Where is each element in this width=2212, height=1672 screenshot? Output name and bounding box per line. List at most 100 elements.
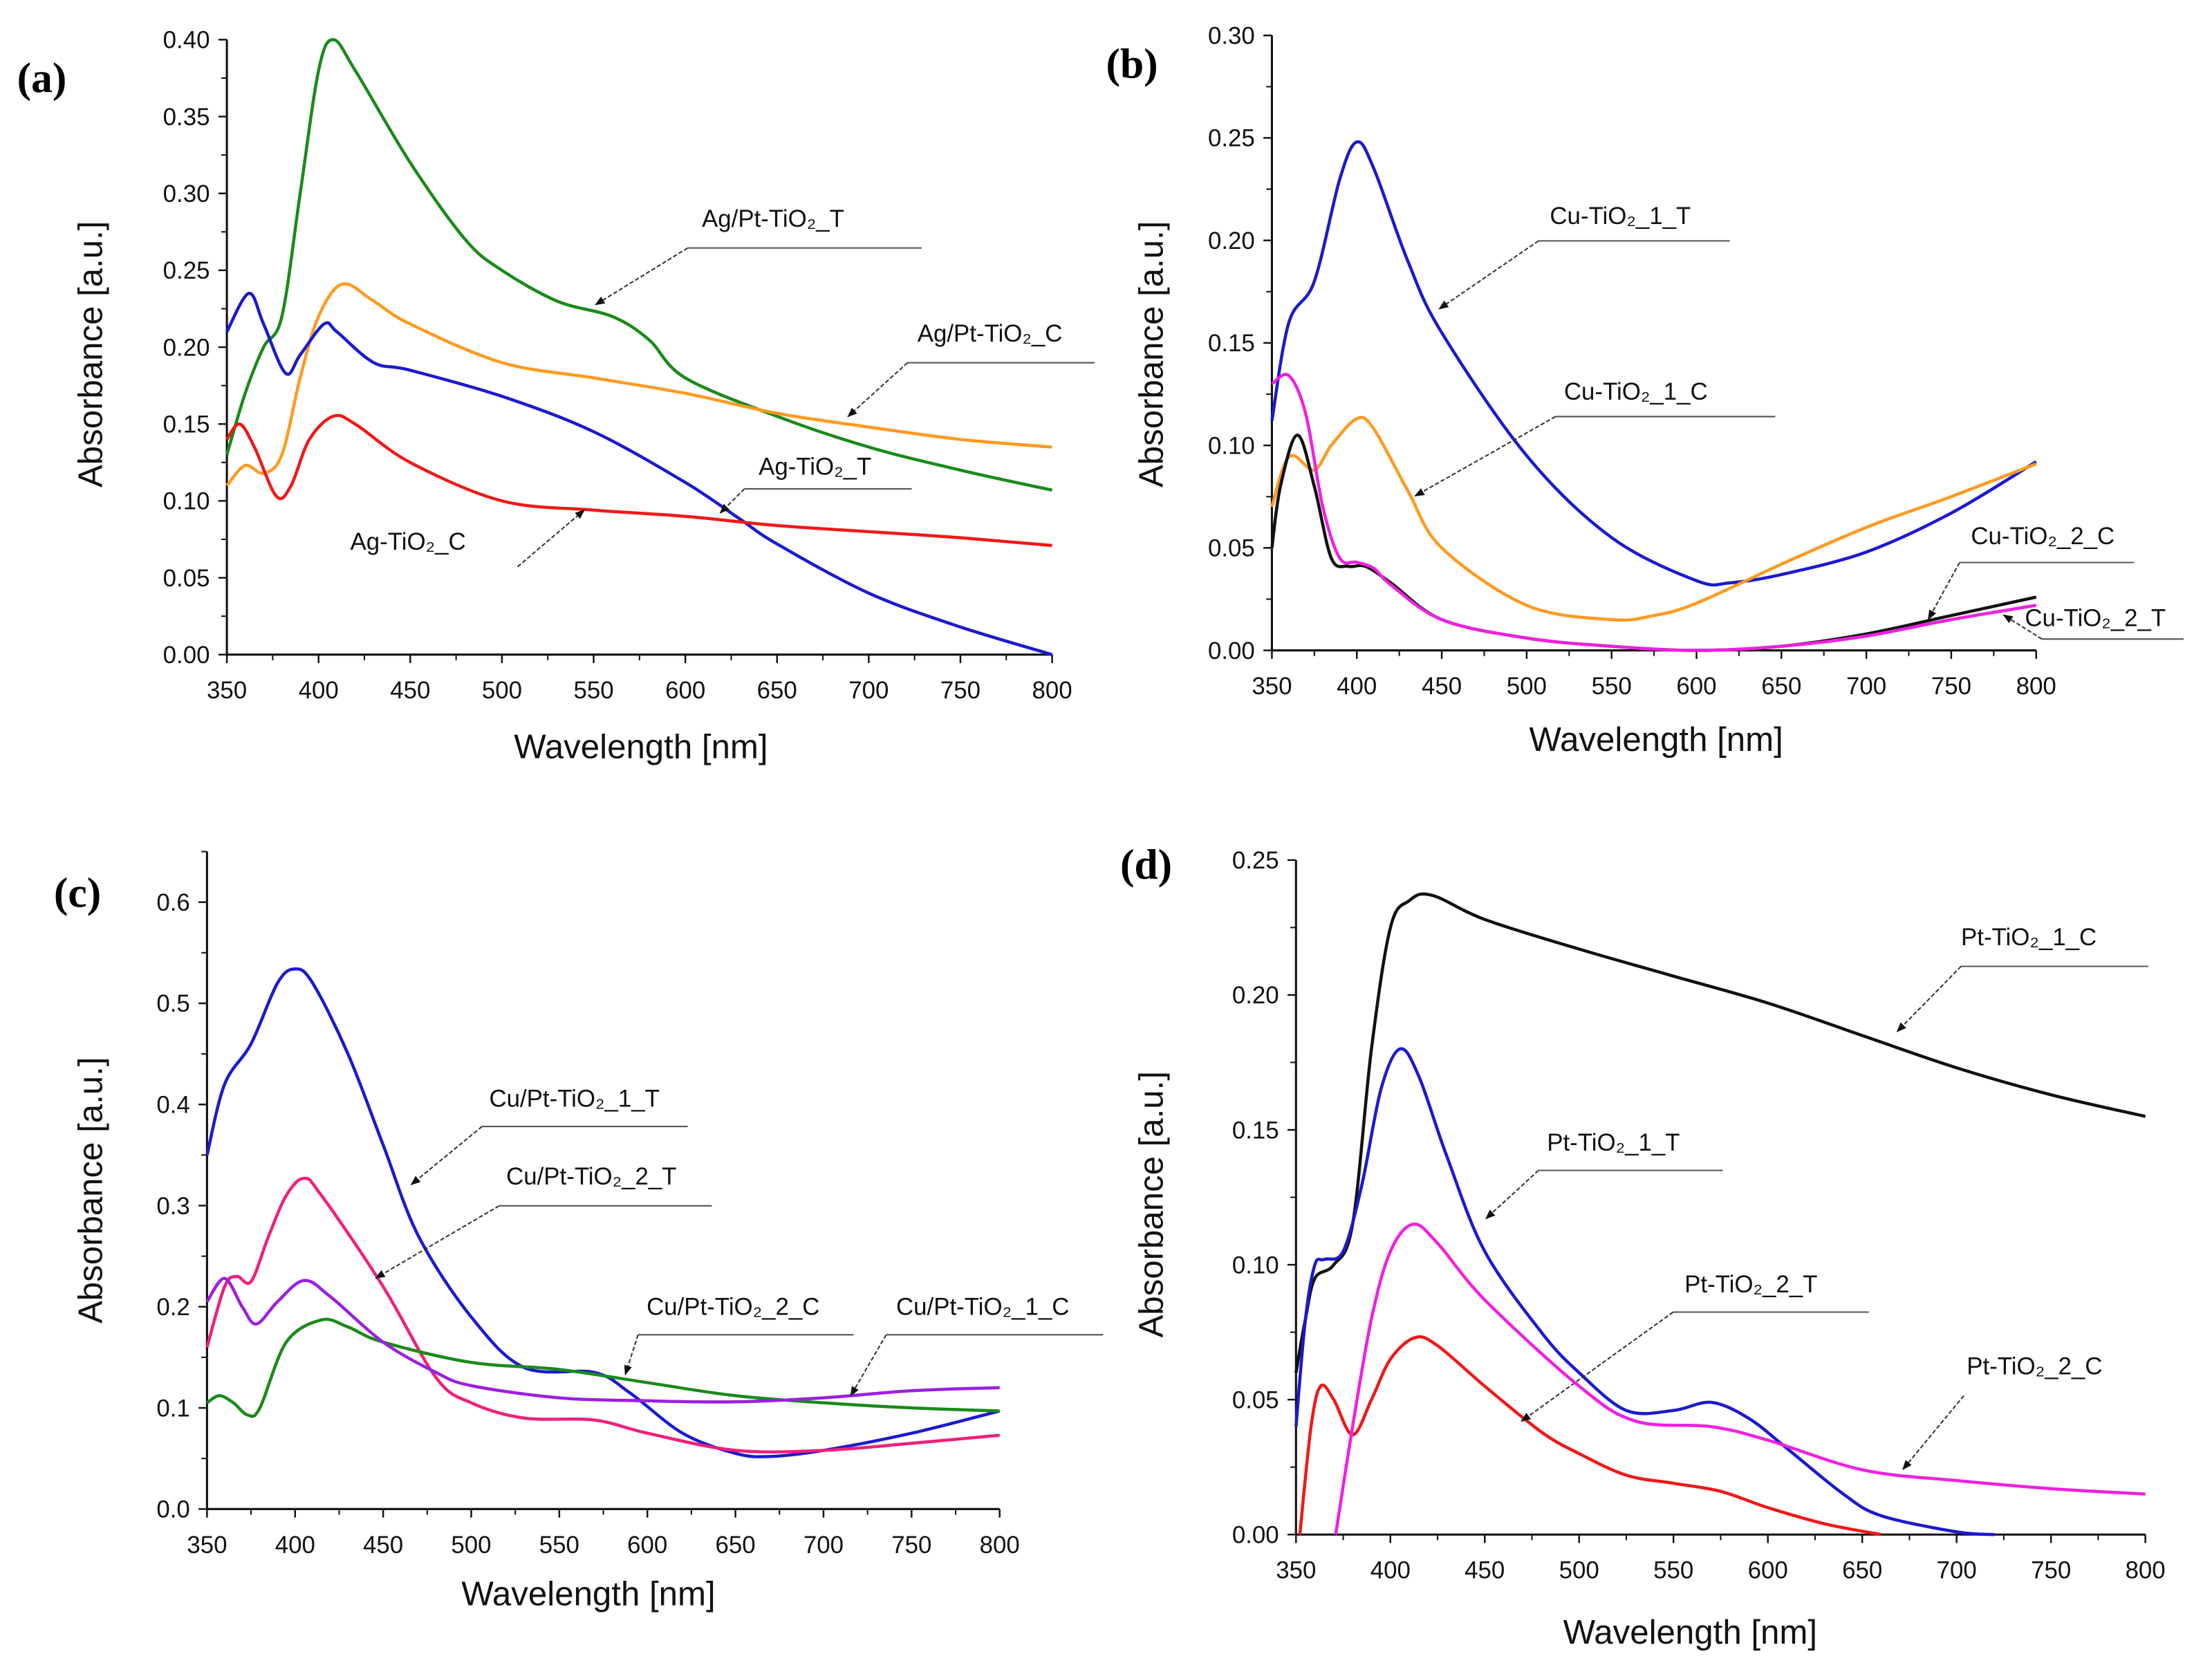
chart-panel-b: (b) 350 400 450 500 550 600 650 700 750 800 0.00 0.0… xyxy=(1106,23,2184,759)
series-line-ag-pt-tio-c xyxy=(225,282,1052,487)
series-label: Cu-TiO₂_1_C xyxy=(1564,378,1708,405)
x-tick-label: 450 xyxy=(1465,1557,1505,1584)
y-tick-label: 0.30 xyxy=(163,180,210,207)
series-line-cu-pt-tio-1-c xyxy=(205,1276,1000,1404)
series-line-ag-pt-tio-t xyxy=(225,38,1053,492)
y-tick-label: 0.1 xyxy=(156,1395,189,1422)
x-tick-label: 500 xyxy=(482,677,522,704)
series-label: Ag/Pt-TiO₂_C xyxy=(918,320,1063,347)
x-tick-label: 700 xyxy=(1937,1557,1977,1584)
x-tick-label: 750 xyxy=(1931,673,1971,700)
arrow-icon xyxy=(850,1334,887,1397)
series-label: Cu/Pt-TiO₂_1_T xyxy=(489,1085,660,1112)
series-line-cu-tio-1-c xyxy=(1270,416,2037,622)
series-label: Pt-TiO₂_1_C xyxy=(1961,924,2097,951)
y-tick-label: 0.05 xyxy=(1208,535,1255,562)
x-tick-label: 600 xyxy=(1676,673,1716,700)
x-tick-label: 650 xyxy=(716,1532,756,1559)
y-tick-label: 0.20 xyxy=(1232,982,1279,1009)
arrow-icon xyxy=(2002,614,2043,640)
y-axis-title: Absorbance [a.u.] xyxy=(72,1057,110,1323)
arrow-icon xyxy=(1896,965,1962,1032)
x-tick-label: 800 xyxy=(2126,1557,2166,1584)
x-tick-label: 650 xyxy=(1761,673,1801,700)
x-tick-label: 800 xyxy=(2016,673,2056,700)
arrow-icon xyxy=(847,362,909,418)
y-tick-label: 0.25 xyxy=(1208,125,1255,152)
x-tick-label: 550 xyxy=(573,677,613,704)
chart-panel-c: (c) 350 400 450 500 550 600 650 700 750 800 0.0 0.1 0… xyxy=(54,851,1104,1613)
x-tick-label: 450 xyxy=(363,1532,403,1559)
y-tick-label: 0.4 xyxy=(156,1092,189,1119)
arrow-icon xyxy=(1927,562,1960,620)
series-label: Cu-TiO₂_2_T xyxy=(2025,605,2166,632)
y-tick-label: 0.6 xyxy=(156,889,189,916)
series-line-ag-tio-t xyxy=(225,291,1053,656)
x-tick-label: 400 xyxy=(275,1532,315,1559)
series-line-pt-tio-1-c xyxy=(1294,892,2146,1373)
x-tick-label: 350 xyxy=(1276,1557,1316,1584)
arrow-icon xyxy=(1521,1311,1674,1422)
x-tick-label: 350 xyxy=(187,1532,227,1559)
series-annotation: Pt-TiO₂_1_T xyxy=(1485,1129,1723,1220)
series-line-ag-tio-c xyxy=(225,414,1052,548)
arrow-icon xyxy=(1438,240,1539,310)
y-tick-label: 0.00 xyxy=(1208,638,1255,665)
y-tick-label: 0.40 xyxy=(163,27,210,54)
series-annotation: Pt-TiO₂_2_T xyxy=(1521,1271,1869,1422)
series-label: Cu-TiO₂_2_C xyxy=(1971,523,2115,550)
series-label: Ag/Pt-TiO₂_T xyxy=(702,205,844,232)
arrow-icon xyxy=(375,1205,500,1279)
x-axis-title: Wavelength [nm] xyxy=(461,1575,715,1613)
series-line-cu-tio-2-t xyxy=(1271,373,2037,652)
arrow-icon xyxy=(595,247,689,306)
y-tick-label: 0.05 xyxy=(1232,1386,1279,1413)
y-tick-label: 0.10 xyxy=(163,488,210,515)
y-tick-label: 0.15 xyxy=(163,411,210,438)
chart-panel-d: (d) 350 400 450 500 550 600 650 700 750 800 0.00 0.0… xyxy=(1120,841,2166,1651)
series-line-pt-tio-2-t xyxy=(1298,1335,1881,1536)
y-tick-label: 0.05 xyxy=(163,565,210,592)
series-label: Cu/Pt-TiO₂_1_C xyxy=(896,1294,1069,1321)
y-tick-label: 0.15 xyxy=(1232,1117,1279,1144)
series-annotation: Ag/Pt-TiO₂_T xyxy=(595,205,922,306)
series-label: Pt-TiO₂_2_C xyxy=(1967,1353,2102,1380)
chart-panel-a: (a) 350 400 450 500 550 600 650 700 750 800 0.00 0.0… xyxy=(17,27,1095,765)
y-axis-title: Absorbance [a.u.] xyxy=(1133,1071,1171,1337)
x-tick-label: 700 xyxy=(1846,673,1886,700)
panel-label: (b) xyxy=(1106,41,1158,88)
x-tick-label: 400 xyxy=(1337,673,1377,700)
arrow-icon xyxy=(624,1334,639,1376)
series-line-cu-tio-1-t xyxy=(1270,140,2037,587)
arrow-icon xyxy=(517,509,585,568)
x-tick-label: 350 xyxy=(207,677,247,704)
y-tick-label: 0.10 xyxy=(1208,432,1255,459)
series-line-pt-tio-2-c xyxy=(1334,1223,2146,1535)
series-label: Pt-TiO₂_1_T xyxy=(1547,1129,1680,1156)
x-tick-label: 550 xyxy=(1592,673,1632,700)
series-label: Ag-TiO₂_T xyxy=(759,453,871,480)
y-tick-label: 0.25 xyxy=(1232,847,1279,874)
series-label: Cu/Pt-TiO₂_2_T xyxy=(506,1163,677,1190)
y-tick-label: 0.00 xyxy=(163,642,210,669)
panel-label: (d) xyxy=(1120,841,1172,888)
x-tick-label: 800 xyxy=(980,1532,1020,1559)
x-axis-title: Wavelength [nm] xyxy=(1563,1613,1817,1651)
series-annotation: Cu-TiO₂_1_T xyxy=(1438,203,1730,310)
x-axis-title: Wavelength [nm] xyxy=(514,727,768,765)
series-annotation: Cu-TiO₂_1_C xyxy=(1414,378,1776,497)
series-line-cu-pt-tio-2-t xyxy=(205,1176,1000,1454)
y-tick-label: 0.25 xyxy=(163,257,210,284)
arrow-icon xyxy=(1902,1395,1964,1471)
panel-label: (c) xyxy=(54,869,101,916)
x-tick-label: 650 xyxy=(757,677,797,704)
arrow-icon xyxy=(410,1126,483,1186)
x-tick-label: 700 xyxy=(803,1532,844,1559)
y-tick-label: 0.30 xyxy=(1208,23,1255,50)
y-tick-label: 0.00 xyxy=(1232,1522,1279,1549)
x-tick-label: 700 xyxy=(848,677,889,704)
series-annotation: Cu/Pt-TiO₂_2_T xyxy=(375,1163,712,1279)
x-tick-label: 450 xyxy=(1422,673,1462,700)
arrow-icon xyxy=(719,488,745,514)
series-annotation: Cu-TiO₂_2_C xyxy=(1927,523,2135,620)
